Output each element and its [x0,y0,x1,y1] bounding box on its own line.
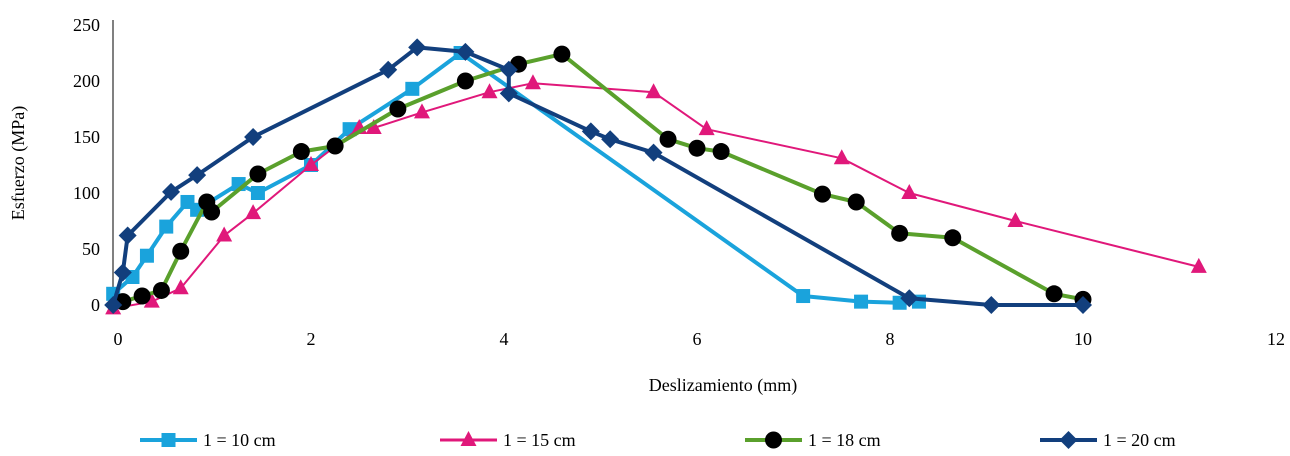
legend-marker [765,432,782,449]
data-point [848,193,865,210]
data-point [1046,285,1063,302]
x-axis-label: Deslizamiento (mm) [649,375,797,396]
data-point [982,296,1000,314]
legend-marker [162,433,176,447]
legend-marker [1060,431,1078,449]
x-tick-label: 2 [307,329,316,349]
y-tick-label: 200 [73,71,100,91]
data-point [457,73,474,90]
data-point [646,83,662,98]
data-point [134,288,151,305]
data-point [582,122,600,140]
legend-label: 1 = 10 cm [203,430,276,450]
series-line [123,54,1083,302]
data-point [245,204,261,219]
series-line [113,83,1199,308]
data-point [660,131,677,148]
data-point [389,101,406,118]
data-point [140,249,154,263]
data-point [553,46,570,63]
legend-label: 1 = 18 cm [808,430,881,450]
data-point [293,143,310,160]
series-3 [114,46,1091,311]
y-tick-label: 100 [73,183,100,203]
data-point [405,82,419,96]
data-point [689,140,706,157]
data-point [216,227,232,242]
plot-area [104,38,1207,314]
data-point [159,220,173,234]
data-point [901,184,917,199]
x-tick-label: 6 [693,329,702,349]
x-tick-label: 4 [500,329,509,349]
series-1 [106,46,926,310]
y-tick-labels: 0 50 100 150 200 250 [73,15,100,315]
y-tick-label: 150 [73,127,100,147]
data-point [525,74,541,89]
y-axis-label: Esfuerzo (MPa) [8,106,29,220]
x-tick-labels: 0 2 4 6 8 10 12 [114,329,1286,349]
data-point [249,165,266,182]
legend-label: 1 = 15 cm [503,430,576,450]
data-point [203,204,220,221]
y-tick-label: 0 [91,295,100,315]
data-point [713,143,730,160]
data-point [172,243,189,260]
data-point [796,289,810,303]
data-point [153,282,170,299]
data-point [854,295,868,309]
legend-item-1: 1 = 10 cm [140,430,276,450]
x-tick-label: 0 [114,329,123,349]
x-tick-label: 10 [1074,329,1092,349]
series-2 [105,74,1207,314]
legend-item-2: 1 = 15 cm [440,430,576,450]
legend: 1 = 10 cm 1 = 15 cm 1 = 18 cm 1 = 20 cm [140,430,1176,450]
legend-label: 1 = 20 cm [1103,430,1176,450]
legend-item-4: 1 = 20 cm [1040,430,1176,450]
y-tick-label: 50 [82,239,100,259]
x-tick-label: 8 [886,329,895,349]
data-point [645,144,663,162]
data-point [251,186,265,200]
data-point [699,120,715,135]
data-point [891,225,908,242]
x-tick-label: 12 [1267,329,1285,349]
data-point [601,130,619,148]
data-point [944,229,961,246]
data-point [327,137,344,154]
data-point [814,186,831,203]
y-tick-label: 250 [73,15,100,35]
legend-item-3: 1 = 18 cm [745,430,881,450]
